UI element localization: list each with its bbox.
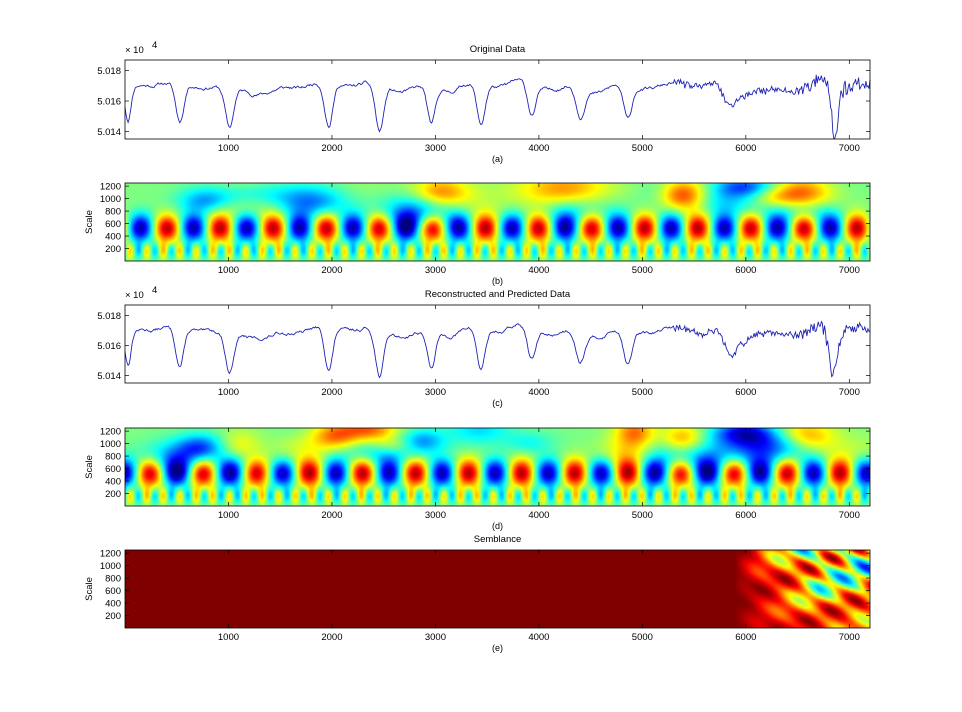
x-tick-label: 5000 [632,632,653,643]
y-tick-label: 1200 [100,549,121,560]
x-tick-label: 6000 [735,143,756,154]
y-tick-label: 1000 [100,561,121,572]
series-line [124,74,871,139]
y-axis-label: Scale [84,210,95,234]
x-tick-label: 6000 [735,387,756,398]
series-line [124,320,871,379]
x-tick-label: 3000 [425,143,446,154]
x-tick-label: 4000 [528,632,549,643]
y-tick-label: 400 [105,599,121,610]
y-tick-label: 1200 [100,182,121,193]
y-tick-label: 600 [105,586,121,597]
heatmap-image [125,550,870,628]
x-tick-label: 5000 [632,265,653,276]
y-exponent: × 10 [125,45,144,56]
y-exponent-power: 4 [152,285,157,296]
x-tick-label: 2000 [321,387,342,398]
panel-title: Original Data [470,44,526,55]
x-tick-label: 5000 [632,143,653,154]
panel-title: Reconstructed and Predicted Data [425,289,571,300]
x-tick-label: 4000 [528,265,549,276]
x-tick-label: 1000 [218,143,239,154]
x-tick-label: 3000 [425,510,446,521]
axes-frame [124,182,871,262]
x-tick-label: 2000 [321,265,342,276]
x-tick-label: 5000 [632,387,653,398]
x-tick-label: 1000 [218,265,239,276]
y-tick-label: 1200 [100,427,121,438]
x-tick-label: 2000 [321,632,342,643]
y-tick-label: 5.016 [97,341,121,352]
x-tick-label: 1000 [218,632,239,643]
x-tick-label: 7000 [839,510,860,521]
y-tick-label: 400 [105,477,121,488]
axes-frame [124,427,871,507]
panel-caption: (e) [492,643,503,653]
y-tick-label: 5.014 [97,371,121,382]
x-tick-label: 3000 [425,632,446,643]
y-tick-label: 800 [105,574,121,585]
y-tick-label: 200 [105,244,121,255]
panel-caption: (d) [492,521,503,531]
y-axis-label: Scale [84,577,95,601]
y-tick-label: 200 [105,611,121,622]
x-tick-label: 4000 [528,510,549,521]
x-tick-label: 7000 [839,265,860,276]
y-exponent-power: 4 [152,40,157,51]
y-tick-label: 5.018 [97,66,121,77]
y-tick-label: 1000 [100,439,121,450]
y-exponent: × 10 [125,290,144,301]
y-axis-label: Scale [84,455,95,479]
panel-title: Semblance [474,534,522,545]
x-tick-label: 2000 [321,510,342,521]
x-tick-label: 2000 [321,143,342,154]
panel-2 [124,304,871,384]
x-tick-label: 4000 [528,387,549,398]
panel-1 [124,182,871,262]
y-tick-label: 800 [105,452,121,463]
axes-frame [124,549,871,629]
heatmap-image [125,428,870,506]
y-tick-label: 5.014 [97,127,121,138]
x-tick-label: 3000 [425,265,446,276]
x-tick-label: 6000 [735,265,756,276]
y-tick-label: 400 [105,232,121,243]
x-tick-label: 6000 [735,632,756,643]
axes-frame [124,304,871,384]
panel-3 [124,427,871,507]
x-tick-label: 7000 [839,632,860,643]
y-tick-label: 600 [105,219,121,230]
y-tick-label: 600 [105,464,121,475]
x-tick-label: 4000 [528,143,549,154]
x-tick-label: 7000 [839,387,860,398]
panel-caption: (a) [492,154,503,164]
x-tick-label: 3000 [425,387,446,398]
y-tick-label: 800 [105,207,121,218]
x-tick-label: 5000 [632,510,653,521]
panel-caption: (b) [492,276,503,286]
y-tick-label: 5.016 [97,97,121,108]
x-tick-label: 1000 [218,387,239,398]
axes-frame [124,59,871,140]
panel-0 [124,59,871,140]
y-tick-label: 200 [105,489,121,500]
panel-4 [124,549,871,629]
y-tick-label: 1000 [100,194,121,205]
panel-caption: (c) [492,398,503,408]
x-tick-label: 1000 [218,510,239,521]
x-tick-label: 6000 [735,510,756,521]
y-tick-label: 5.018 [97,311,121,322]
x-tick-label: 7000 [839,143,860,154]
heatmap-image [125,183,870,261]
